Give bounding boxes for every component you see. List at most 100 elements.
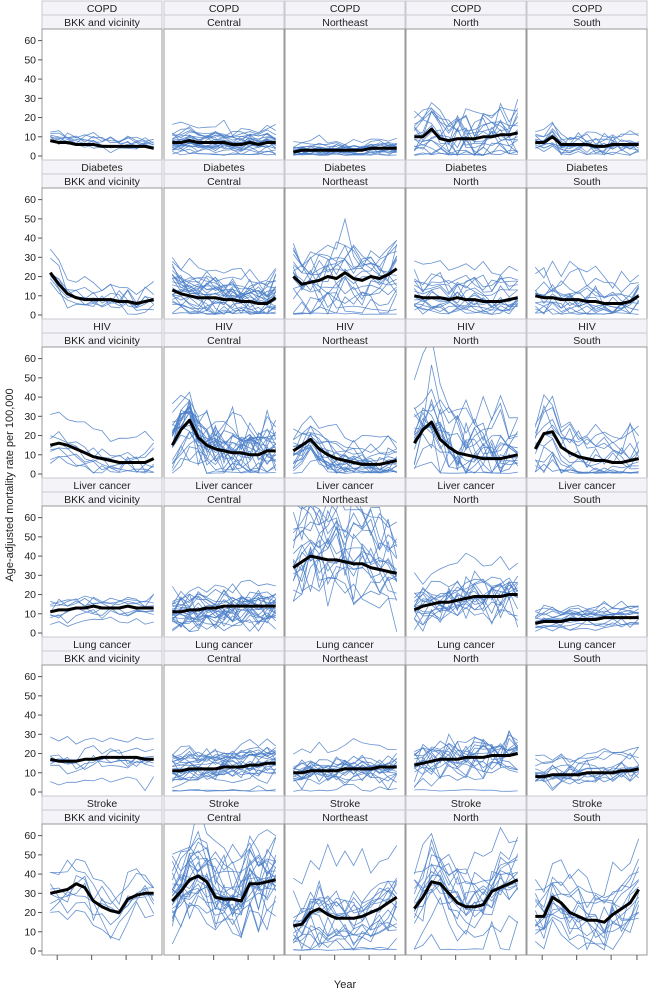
province-line bbox=[293, 141, 397, 149]
regional-mean-line bbox=[534, 616, 639, 625]
province-line bbox=[413, 877, 518, 920]
y-tick-label: 60 bbox=[24, 194, 36, 206]
province-line bbox=[414, 582, 519, 611]
province-line bbox=[414, 398, 518, 474]
province-line bbox=[292, 539, 397, 600]
province-line bbox=[414, 862, 518, 922]
province-line bbox=[172, 124, 276, 137]
province-line bbox=[534, 427, 640, 469]
panel-hiv-north: HIV North bbox=[405, 318, 527, 479]
y-tick-label: 10 bbox=[24, 449, 36, 461]
province-line bbox=[535, 301, 640, 314]
province-line bbox=[171, 406, 276, 461]
province-line bbox=[171, 884, 277, 938]
province-line bbox=[414, 273, 518, 291]
panel-liver-cancer-central: Liver cancer Central bbox=[163, 477, 285, 638]
province-line bbox=[49, 282, 154, 311]
y-tick-label: 20 bbox=[24, 748, 36, 760]
province-line bbox=[413, 402, 518, 470]
province-line bbox=[413, 872, 519, 935]
province-line bbox=[171, 900, 276, 940]
strip-region-label: Northeast bbox=[322, 176, 368, 188]
province-line bbox=[172, 608, 276, 630]
regional-mean-line bbox=[49, 271, 155, 305]
province-line bbox=[293, 923, 397, 949]
province-line bbox=[171, 273, 276, 312]
regional-mean-line bbox=[292, 554, 398, 575]
strip-disease-label: Liver cancer bbox=[558, 480, 616, 492]
province-line bbox=[414, 388, 518, 451]
province-line bbox=[535, 759, 639, 782]
province-line bbox=[172, 872, 277, 916]
strip-disease-label: Stroke bbox=[330, 798, 361, 810]
province-line bbox=[172, 761, 276, 781]
province-lines bbox=[171, 579, 277, 633]
y-tick-label: 30 bbox=[24, 93, 36, 105]
strip-region-label: Northeast bbox=[322, 653, 368, 665]
regional-mean-line bbox=[171, 288, 277, 305]
province-line bbox=[535, 438, 639, 474]
strip-region-label: South bbox=[573, 17, 601, 29]
province-line bbox=[293, 289, 398, 315]
strip-disease-label: Diabetes bbox=[324, 162, 365, 174]
y-tick-label: 0 bbox=[30, 310, 36, 322]
y-tick-label: 50 bbox=[24, 213, 36, 225]
strip-region-label: Northeast bbox=[322, 812, 368, 824]
strip-disease-label: HIV bbox=[457, 321, 475, 333]
province-line bbox=[172, 760, 276, 779]
province-line bbox=[172, 824, 276, 864]
strip-disease-label: Liver cancer bbox=[195, 480, 253, 492]
panel-copd-south: COPD South bbox=[526, 0, 648, 161]
y-tick-label: 20 bbox=[24, 430, 36, 442]
province-line bbox=[292, 551, 398, 583]
province-line bbox=[292, 519, 397, 576]
province-line bbox=[534, 866, 640, 934]
province-line bbox=[292, 914, 397, 950]
panel-lung-cancer-south: Lung cancer South bbox=[526, 636, 648, 797]
panel-stroke-north: Stroke North bbox=[405, 795, 527, 960]
y-tick-label: 30 bbox=[24, 570, 36, 582]
province-line bbox=[414, 399, 518, 458]
province-line bbox=[171, 579, 276, 601]
province-line bbox=[413, 591, 518, 626]
panel-hiv-south: HIV South bbox=[526, 318, 648, 479]
province-line bbox=[172, 148, 276, 156]
province-line bbox=[293, 887, 398, 927]
province-line bbox=[171, 589, 277, 610]
province-line bbox=[171, 836, 277, 886]
province-line bbox=[535, 904, 640, 951]
y-tick-label: 10 bbox=[24, 608, 36, 620]
panel-diabetes-northeast: Diabetes Northeast bbox=[284, 159, 406, 320]
province-line bbox=[172, 620, 276, 632]
province-line bbox=[414, 99, 519, 132]
province-line bbox=[414, 426, 518, 475]
regional-mean-line bbox=[49, 441, 155, 464]
y-tick-label: 60 bbox=[24, 35, 36, 47]
province-line bbox=[535, 769, 639, 791]
y-tick-label: 50 bbox=[24, 690, 36, 702]
province-line bbox=[171, 885, 276, 945]
strip-disease-label: COPD bbox=[87, 3, 118, 15]
province-line bbox=[535, 134, 639, 153]
panel-hiv-bkk-and-vicinity: HIV BKK and vicinity 0 10 20 30 40 50 60 bbox=[24, 318, 163, 481]
y-tick-label: 40 bbox=[24, 551, 36, 563]
province-line bbox=[293, 922, 397, 951]
y-tick-label: 0 bbox=[30, 628, 36, 640]
strip-disease-label: Lung cancer bbox=[316, 639, 374, 651]
province-line bbox=[50, 455, 154, 474]
province-line bbox=[292, 506, 398, 558]
regional-mean-line bbox=[49, 882, 154, 914]
province-line bbox=[171, 274, 276, 301]
province-lines bbox=[413, 552, 519, 632]
strip-disease-label: Lung cancer bbox=[558, 639, 616, 651]
y-tick-label: 60 bbox=[24, 512, 36, 524]
province-line bbox=[535, 131, 639, 150]
panel-copd-central: COPD Central bbox=[163, 0, 285, 161]
province-line bbox=[535, 858, 640, 909]
province-line bbox=[414, 871, 518, 918]
province-line bbox=[293, 508, 398, 553]
panel-copd-northeast: COPD Northeast bbox=[284, 0, 406, 161]
province-line bbox=[414, 578, 518, 601]
y-tick-label: 40 bbox=[24, 233, 36, 245]
province-line bbox=[172, 394, 277, 443]
